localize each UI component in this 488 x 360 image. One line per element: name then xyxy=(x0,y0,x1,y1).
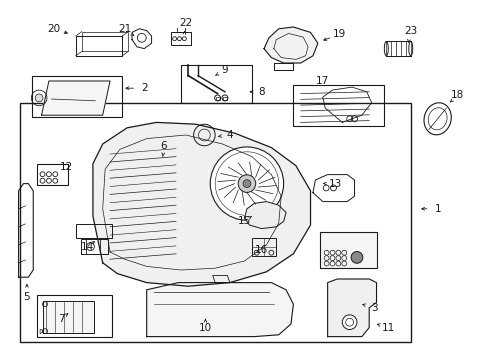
Polygon shape xyxy=(146,283,293,337)
Polygon shape xyxy=(41,81,110,115)
Text: 17: 17 xyxy=(315,76,329,86)
Bar xyxy=(76,224,112,238)
Bar xyxy=(293,85,383,126)
Text: 19: 19 xyxy=(332,29,346,39)
Text: 11: 11 xyxy=(381,323,395,333)
Bar xyxy=(37,164,68,185)
Bar xyxy=(37,295,112,337)
Ellipse shape xyxy=(423,103,450,135)
Bar xyxy=(216,97,220,100)
Bar xyxy=(251,238,276,256)
Circle shape xyxy=(210,147,283,220)
Text: 10: 10 xyxy=(199,323,211,333)
Polygon shape xyxy=(327,279,376,337)
Polygon shape xyxy=(93,122,310,286)
Bar xyxy=(171,32,190,45)
Circle shape xyxy=(342,315,356,329)
Text: 12: 12 xyxy=(59,162,73,172)
Text: 2: 2 xyxy=(141,83,147,93)
Text: 8: 8 xyxy=(258,87,264,97)
Ellipse shape xyxy=(408,41,412,56)
Text: 4: 4 xyxy=(226,130,233,140)
Text: 23: 23 xyxy=(403,26,417,36)
Circle shape xyxy=(243,180,250,188)
Text: 16: 16 xyxy=(254,245,268,255)
Circle shape xyxy=(193,124,215,146)
Bar xyxy=(320,232,376,268)
Circle shape xyxy=(35,94,43,102)
Bar xyxy=(20,103,410,342)
Text: 1: 1 xyxy=(433,204,440,214)
Bar xyxy=(223,97,227,100)
Bar xyxy=(181,65,251,103)
Text: 7: 7 xyxy=(58,314,64,324)
Text: 9: 9 xyxy=(221,65,228,75)
Text: 22: 22 xyxy=(179,18,192,28)
Polygon shape xyxy=(264,27,317,63)
Text: 13: 13 xyxy=(327,179,341,189)
Ellipse shape xyxy=(384,41,387,56)
Text: 20: 20 xyxy=(47,24,60,34)
Text: 14: 14 xyxy=(80,242,94,252)
Text: 6: 6 xyxy=(160,141,167,151)
Text: 18: 18 xyxy=(449,90,463,100)
Bar xyxy=(81,239,107,254)
Bar xyxy=(43,301,94,333)
Circle shape xyxy=(238,175,255,192)
Text: 15: 15 xyxy=(237,216,251,226)
Bar xyxy=(32,76,122,117)
Text: 5: 5 xyxy=(23,292,30,302)
Circle shape xyxy=(350,252,362,263)
Polygon shape xyxy=(244,202,285,229)
Text: 21: 21 xyxy=(118,24,131,34)
Text: 3: 3 xyxy=(370,303,377,313)
